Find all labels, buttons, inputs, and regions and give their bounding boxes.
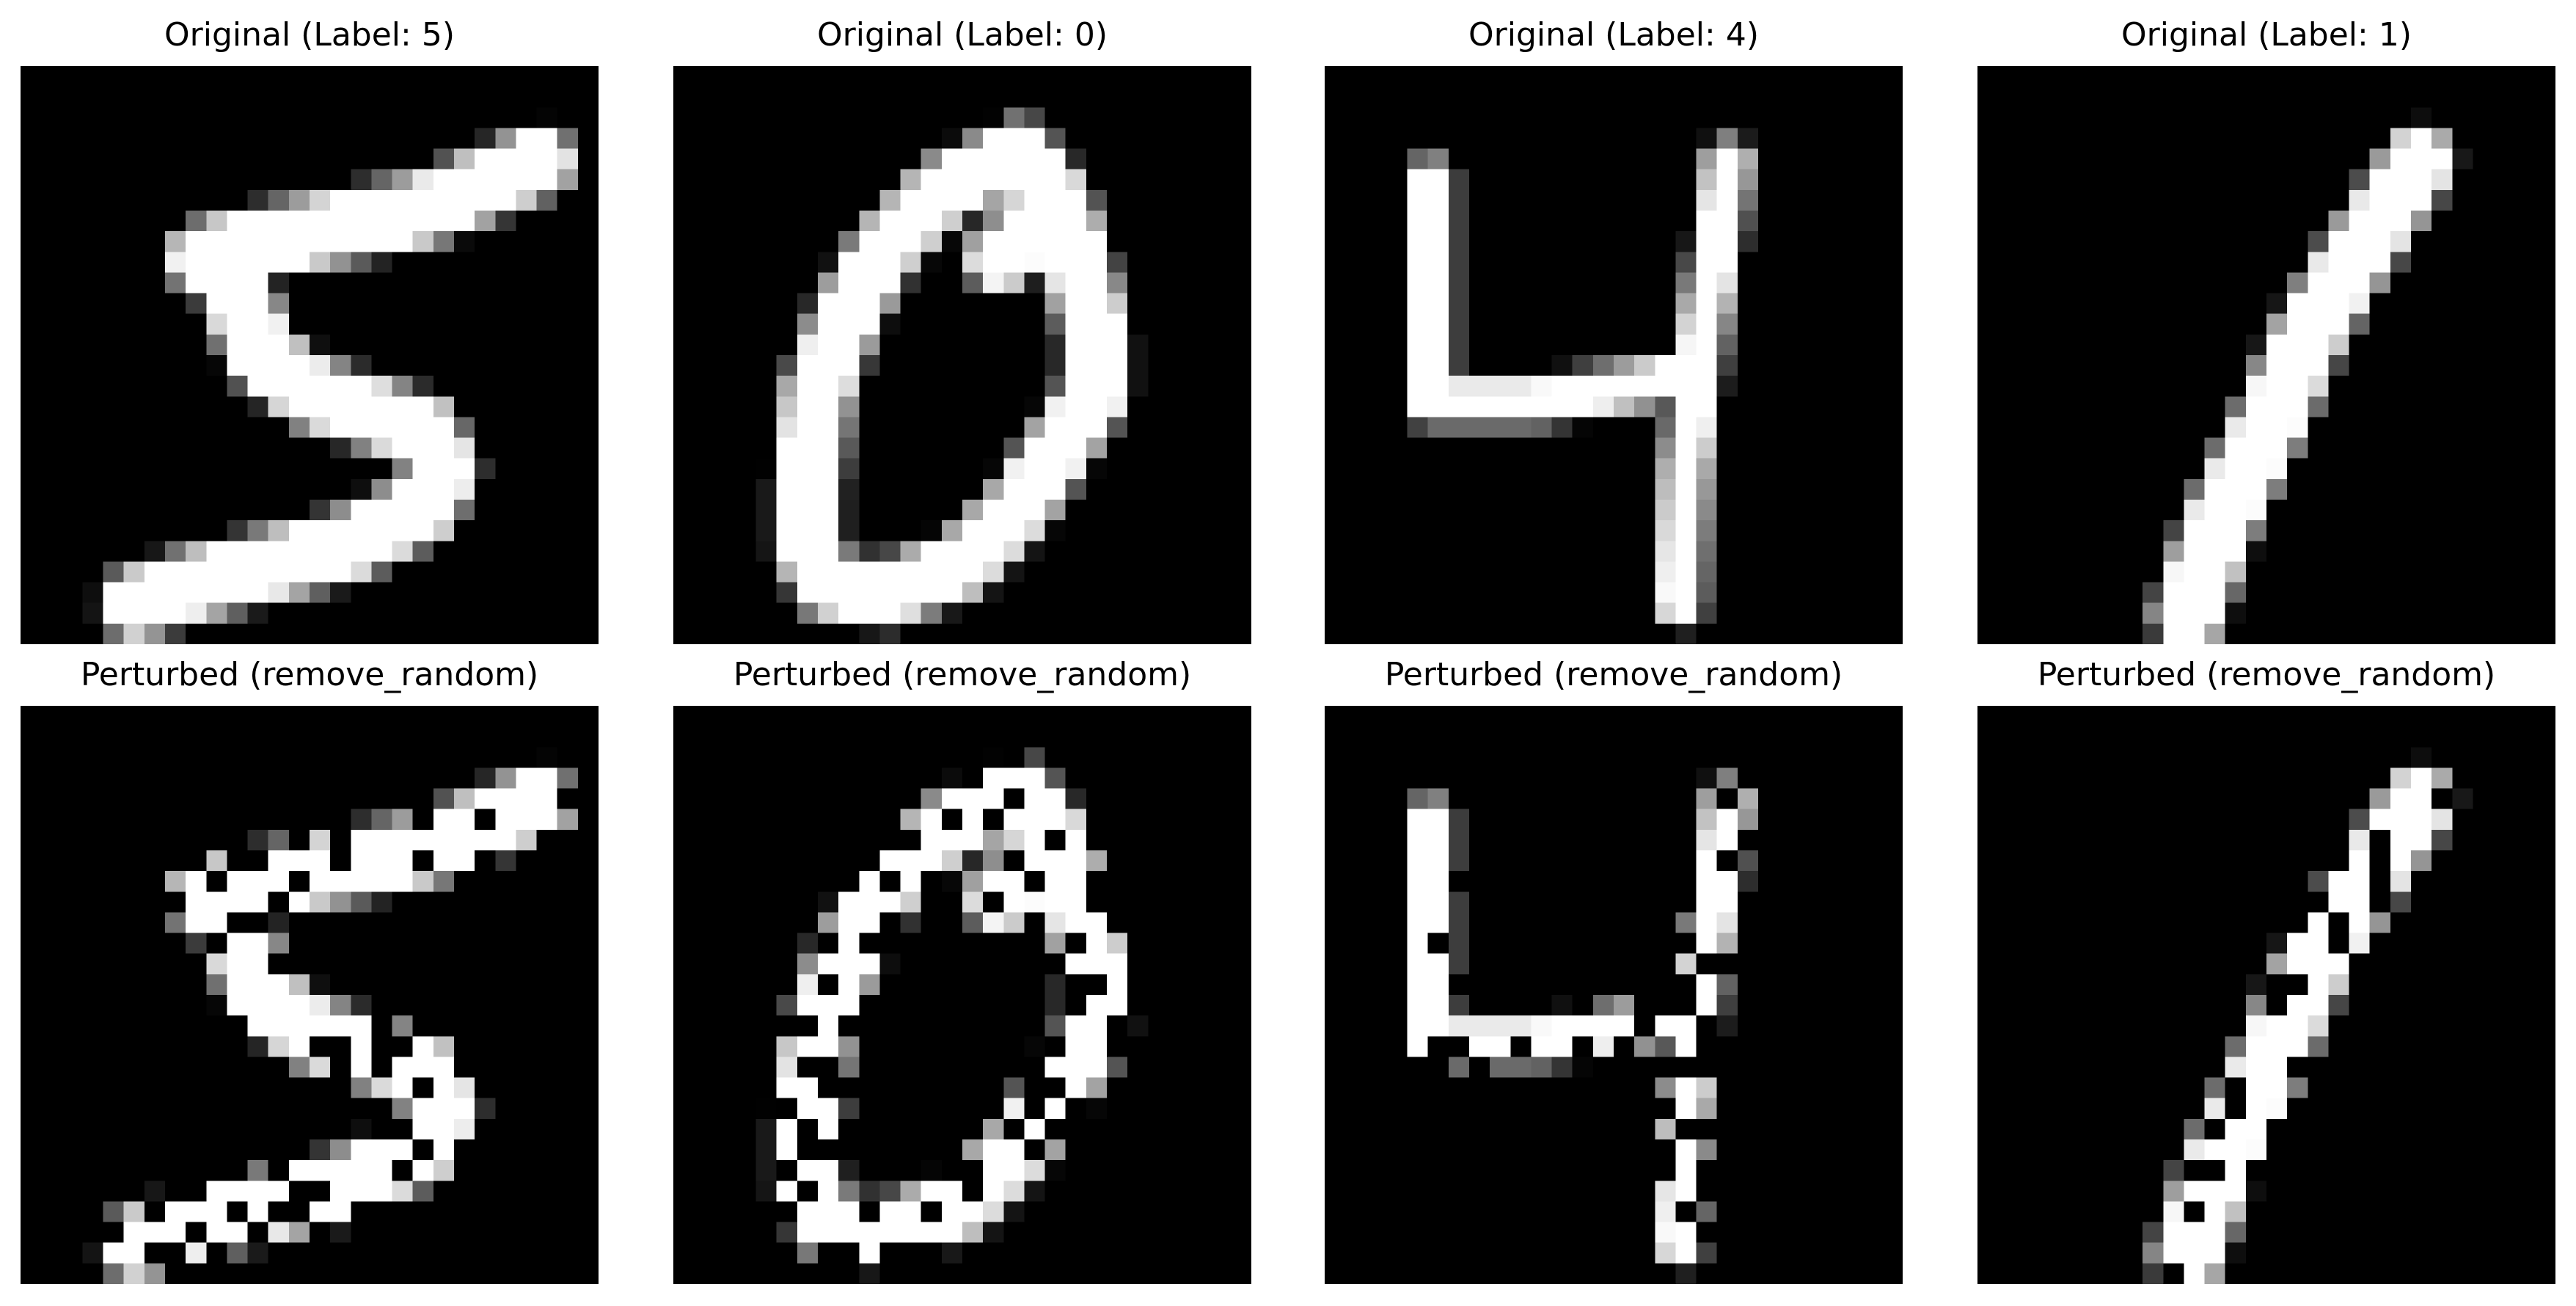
digit-image-5-original — [21, 66, 599, 644]
panel-title: Original (Label: 5) — [164, 16, 455, 54]
panel-title: Perturbed (remove_random) — [2037, 656, 2496, 693]
digit-image-0-perturbed — [673, 706, 1251, 1284]
panel-title: Original (Label: 4) — [1468, 16, 1759, 54]
digit-image-4-original — [1325, 66, 1903, 644]
panel-title: Perturbed (remove_random) — [80, 656, 539, 693]
panel-title: Perturbed (remove_random) — [1384, 656, 1843, 693]
digit-image-1-perturbed — [1977, 706, 2555, 1284]
digit-image-0-original — [673, 66, 1251, 644]
panel-title: Perturbed (remove_random) — [733, 656, 1192, 693]
panel-title: Original (Label: 0) — [817, 16, 1108, 54]
panel-title: Original (Label: 1) — [2121, 16, 2412, 54]
digit-image-1-original — [1977, 66, 2555, 644]
digit-image-5-perturbed — [21, 706, 599, 1284]
digit-image-4-perturbed — [1325, 706, 1903, 1284]
